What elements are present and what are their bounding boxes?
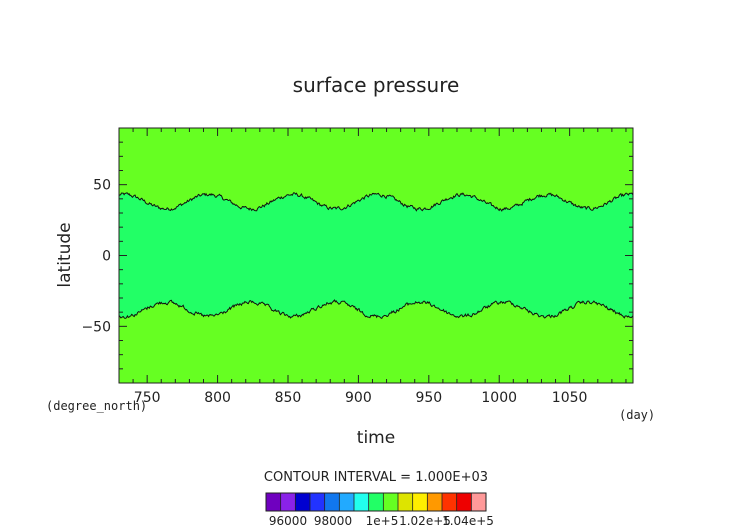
pressure-band-inner	[119, 192, 633, 319]
colorbar-swatch	[368, 493, 384, 511]
x-tick-label: 800	[204, 390, 231, 406]
colorbar: 96000 98000 1e+5 1.02e+51.04e+5	[265, 492, 494, 528]
colorbar-swatch	[427, 493, 443, 511]
contour-interval-text: CONTOUR INTERVAL = 1.000E+03	[264, 470, 488, 485]
colorbar-tick-label: 98000	[314, 514, 352, 528]
x-tick-label: 1050	[552, 390, 588, 406]
x-unit-label: (day)	[619, 408, 655, 422]
contour-line-north	[118, 191, 634, 212]
y-unit-label: (degree_north)	[46, 399, 147, 413]
colorbar-swatch	[412, 493, 428, 511]
x-tick-label: 1000	[481, 390, 517, 406]
plot-area	[118, 127, 634, 384]
x-tick-label: 950	[415, 390, 442, 406]
colorbar-tick-label: 1.04e+5	[442, 514, 494, 528]
colorbar-swatch	[339, 493, 355, 511]
x-tick-label: 750	[134, 390, 161, 406]
x-axis-label: time	[357, 428, 395, 448]
y-tick-label: 0	[102, 249, 111, 265]
x-axis: 750 800 850 900 950 1000 1050	[118, 128, 627, 406]
contour-line-south	[118, 299, 634, 320]
y-tick-label: 50	[93, 178, 111, 194]
colorbar-swatch	[471, 493, 487, 511]
colorbar-swatch	[383, 493, 399, 511]
y-axis: 50 0 −50	[81, 127, 633, 384]
y-tick-label: −50	[81, 319, 111, 335]
colorbar-swatch	[266, 493, 281, 511]
colorbar-swatch	[324, 493, 340, 511]
colorbar-swatch	[398, 493, 413, 511]
y-axis-label: latitude	[55, 222, 75, 287]
x-tick-label: 900	[345, 390, 372, 406]
colorbar-swatch	[280, 493, 296, 511]
colorbar-swatch	[354, 493, 369, 511]
colorbar-swatch	[310, 493, 325, 511]
x-tick-label: 850	[275, 390, 302, 406]
colorbar-tick-label: 1e+5	[366, 514, 399, 528]
colorbar-swatch	[295, 493, 311, 511]
colorbar-tick-label: 96000	[269, 514, 307, 528]
chart-title: surface pressure	[293, 73, 460, 97]
colorbar-swatch	[442, 493, 457, 511]
colorbar-swatch	[456, 493, 472, 511]
colorbar-tick-label: 1.02e+5	[399, 514, 451, 528]
